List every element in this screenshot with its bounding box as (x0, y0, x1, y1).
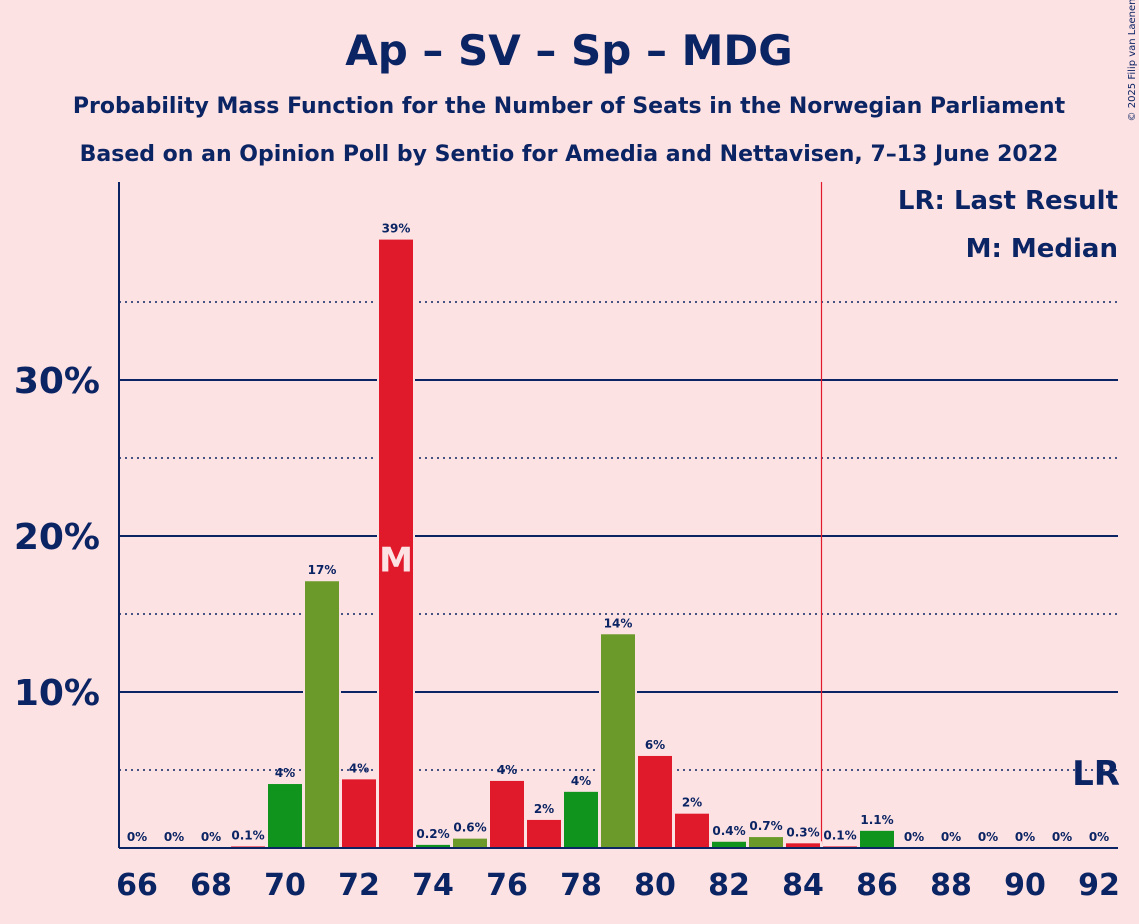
chart-title: Ap – SV – Sp – MDG (345, 26, 793, 75)
bar-value-label: 0% (164, 830, 184, 844)
bar-value-label: 4% (497, 763, 517, 777)
x-tick-label: 84 (782, 868, 824, 903)
bar-value-label: 1.1% (860, 813, 893, 827)
bar-seat-79 (601, 634, 635, 848)
y-tick-label: 10% (14, 673, 100, 714)
bar-value-label: 0.1% (823, 828, 856, 842)
x-tick-label: 74 (412, 868, 454, 903)
bar-seat-73 (379, 239, 413, 849)
bar-value-label: 0% (1089, 830, 1109, 844)
bar-halo (229, 844, 267, 848)
bar-seat-84 (786, 843, 820, 848)
bar-value-label: 39% (382, 222, 411, 236)
x-tick-label: 70 (264, 868, 306, 903)
chart-subtitle-1: Probability Mass Function for the Number… (73, 94, 1066, 119)
bar-value-label: 2% (682, 796, 702, 810)
x-tick-label: 80 (634, 868, 676, 903)
bar-value-label: 0.6% (453, 821, 486, 835)
bar-seat-83 (749, 837, 783, 848)
y-tick-label: 30% (14, 361, 100, 402)
bar-value-label: 0% (978, 830, 998, 844)
y-tick-label: 20% (14, 517, 100, 558)
bar-seat-77 (527, 819, 561, 848)
bar-seat-74 (416, 844, 450, 848)
bar-value-label: 0% (201, 830, 221, 844)
bar-labels: 0% 0% 0% 0.1% 4% 17% 4% 39% 0.2% 0.6% 4% 2% 4% 14% 6% 2… (127, 222, 1120, 844)
bar-value-label: 17% (308, 563, 337, 577)
x-tick-label: 66 (116, 868, 158, 903)
bar-value-label: 0.2% (416, 827, 449, 841)
bar-seat-80 (638, 755, 672, 848)
bar-seat-82 (712, 841, 746, 848)
bar-value-label: 0% (941, 830, 961, 844)
x-tick-label: 88 (930, 868, 972, 903)
bar-seat-71 (305, 581, 339, 848)
bar-value-label: 14% (604, 616, 633, 630)
bar-value-label: 0% (1052, 830, 1072, 844)
bar-value-label: 4% (349, 761, 369, 775)
gridlines (119, 182, 1118, 848)
bars (229, 237, 896, 849)
bar-halo (821, 844, 859, 848)
x-tick-label: 86 (856, 868, 898, 903)
legend-median: M: Median (966, 234, 1118, 264)
bar-seat-78 (564, 791, 598, 848)
bar-seat-70 (268, 784, 302, 848)
median-marker: M (379, 540, 413, 580)
x-tick-label: 68 (190, 868, 232, 903)
bar-value-label: 0% (904, 830, 924, 844)
bar-value-label: 0.1% (231, 828, 264, 842)
axes: 10% 20% 30% 66 68 70 72 74 76 78 80 82 84 86 88 90 92 (14, 182, 1120, 903)
bar-seat-75 (453, 838, 487, 848)
legend-last-result: LR: Last Result (898, 186, 1118, 216)
x-tick-label: 78 (560, 868, 602, 903)
bar-seat-76 (490, 780, 524, 848)
x-tick-label: 92 (1078, 868, 1120, 903)
bar-value-label: 4% (275, 766, 295, 780)
bar-seat-81 (675, 813, 709, 848)
bar-seat-72 (342, 779, 376, 848)
bar-value-label: 0.4% (712, 824, 745, 838)
bar-seat-86 (860, 830, 894, 848)
bar-value-label: 0% (1015, 830, 1035, 844)
bar-value-label: 2% (534, 802, 554, 816)
bar-value-label: 4% (571, 774, 591, 788)
x-tick-label: 76 (486, 868, 528, 903)
bar-value-label: 6% (645, 738, 665, 752)
chart-subtitle-2: Based on an Opinion Poll by Sentio for A… (80, 142, 1059, 167)
x-tick-label: 90 (1004, 868, 1046, 903)
bar-value-label: 0% (127, 830, 147, 844)
copyright-note: © 2025 Filip van Laenen (1127, 0, 1138, 121)
last-result-marker: LR (1072, 754, 1120, 794)
bar-value-label: 0.3% (786, 825, 819, 839)
x-tick-label: 82 (708, 868, 750, 903)
bar-value-label: 0.7% (749, 819, 782, 833)
x-tick-label: 72 (338, 868, 380, 903)
